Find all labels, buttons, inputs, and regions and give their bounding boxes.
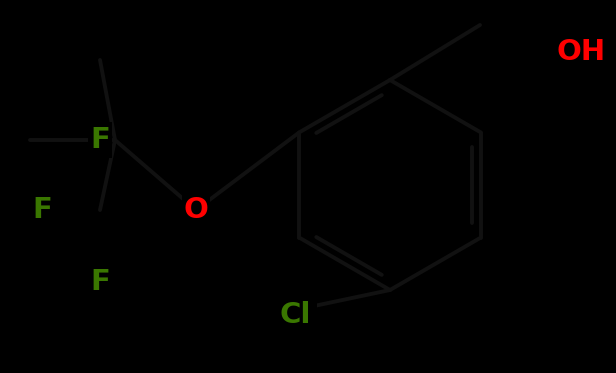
Bar	[518, 34, 594, 70]
Text: OH: OH	[556, 38, 605, 66]
Bar	[88, 122, 112, 158]
Text: Cl: Cl	[279, 301, 310, 329]
Bar	[273, 297, 317, 333]
Bar	[88, 264, 112, 300]
Bar	[182, 192, 210, 228]
Text: F: F	[90, 268, 110, 296]
Text: F: F	[32, 196, 52, 224]
Text: F: F	[90, 126, 110, 154]
Bar	[30, 192, 54, 228]
Text: O: O	[184, 196, 208, 224]
